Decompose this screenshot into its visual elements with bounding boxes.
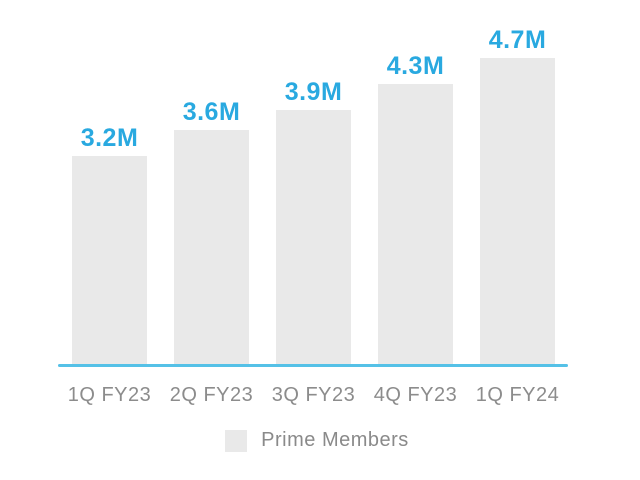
bar — [72, 156, 147, 364]
legend: Prime Members — [0, 429, 634, 452]
x-axis-line — [58, 364, 568, 367]
bar — [276, 110, 351, 364]
bar-value-label: 3.9M — [284, 78, 343, 106]
x-axis-label: 2Q FY23 — [169, 384, 254, 406]
bar — [480, 58, 555, 364]
bar — [174, 130, 249, 364]
x-axis-label: 4Q FY23 — [373, 384, 458, 406]
bar — [378, 84, 453, 364]
x-axis-label: 1Q FY23 — [67, 384, 152, 406]
x-axis-label: 1Q FY24 — [475, 384, 560, 406]
bar-value-label: 3.6M — [182, 98, 241, 126]
bar-value-label: 4.3M — [386, 52, 445, 80]
legend-label: Prime Members — [261, 429, 409, 451]
bar-value-label: 3.2M — [80, 124, 139, 152]
legend-swatch-icon — [225, 429, 248, 452]
x-axis-label: 3Q FY23 — [271, 384, 356, 406]
bar-value-label: 4.7M — [488, 26, 547, 54]
